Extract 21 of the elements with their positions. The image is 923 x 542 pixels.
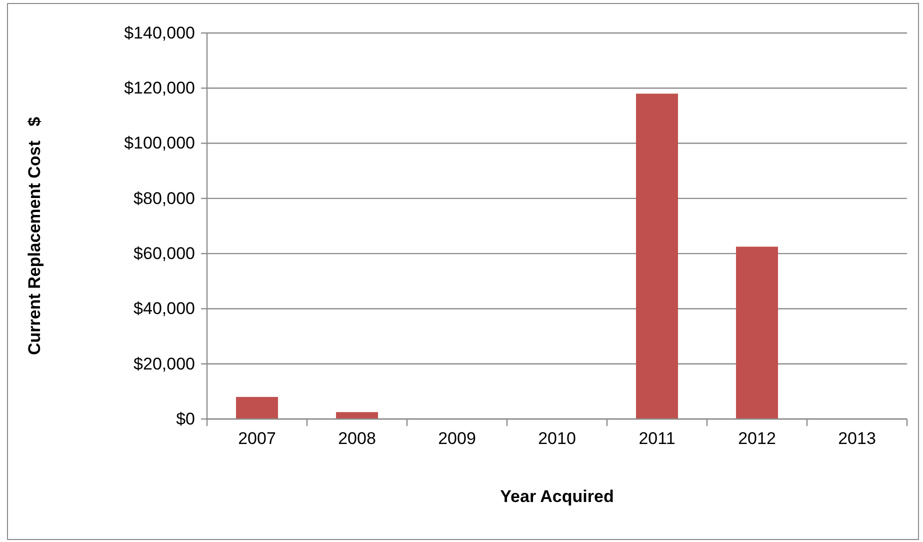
x-axis-title: Year Acquired	[500, 487, 614, 506]
y-tick-label: $40,000	[134, 299, 195, 318]
y-tick-label: $80,000	[134, 188, 195, 208]
y-tick-label: $0	[176, 409, 195, 428]
x-tick-label: 2009	[438, 429, 476, 448]
x-tick-label: 2012	[738, 429, 776, 448]
x-tick-label: 2011	[638, 429, 676, 448]
bar	[636, 94, 678, 419]
y-axis-title: Current Replacement Cost $	[25, 116, 44, 356]
bar	[336, 412, 378, 419]
y-tick-label: $120,000	[124, 78, 195, 98]
bar	[236, 396, 278, 419]
y-tick-label: $140,000	[124, 23, 195, 42]
y-tick-label: $100,000	[124, 134, 195, 153]
y-tick-label: $60,000	[134, 244, 195, 264]
y-tick-label: $20,000	[134, 354, 195, 374]
x-tick-label: 2008	[338, 429, 376, 448]
x-tick-label: 2007	[238, 429, 276, 448]
x-tick-label: 2013	[838, 429, 876, 448]
bar	[736, 246, 778, 419]
x-tick-label: 2010	[538, 429, 576, 448]
